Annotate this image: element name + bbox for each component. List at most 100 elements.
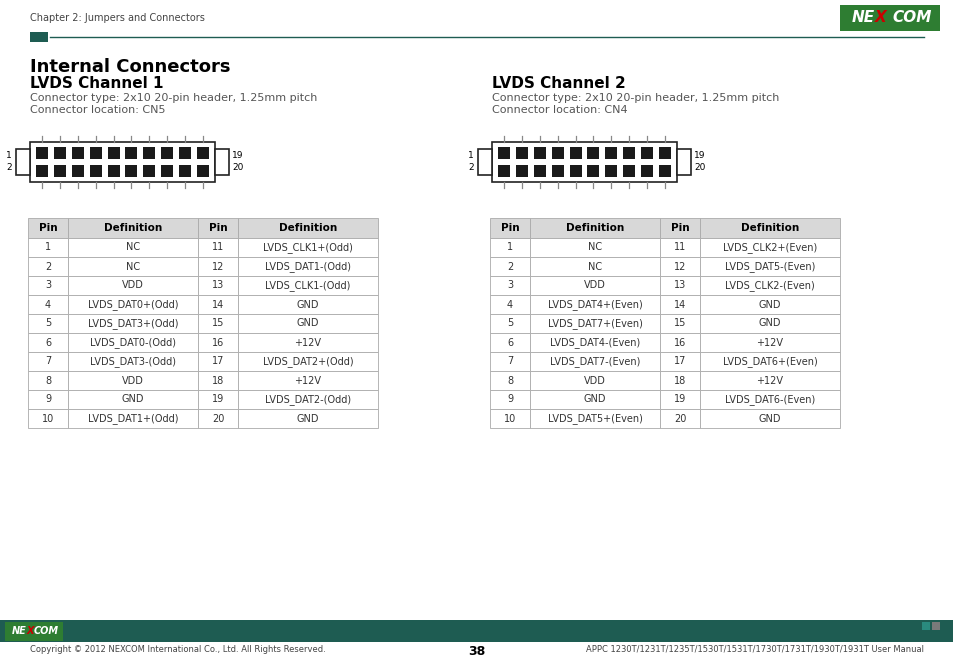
Text: Pin: Pin bbox=[209, 223, 227, 233]
Text: 9: 9 bbox=[506, 394, 513, 405]
Bar bbox=[659, 371, 700, 390]
Bar bbox=[530, 390, 659, 409]
Bar bbox=[28, 314, 68, 333]
Text: 12: 12 bbox=[212, 261, 224, 271]
Bar bbox=[490, 276, 530, 295]
Bar bbox=[28, 276, 68, 295]
Bar bbox=[90, 165, 102, 177]
Bar bbox=[659, 276, 700, 295]
Bar bbox=[921, 622, 929, 630]
Text: GND: GND bbox=[296, 319, 319, 329]
Bar bbox=[28, 218, 68, 238]
Text: 7: 7 bbox=[45, 357, 51, 366]
Text: VDD: VDD bbox=[583, 376, 605, 386]
Text: 38: 38 bbox=[468, 645, 485, 658]
Text: +12V: +12V bbox=[294, 337, 321, 347]
Text: Definition: Definition bbox=[104, 223, 162, 233]
Text: Internal Connectors: Internal Connectors bbox=[30, 58, 231, 76]
Bar bbox=[198, 295, 237, 314]
Bar bbox=[530, 409, 659, 428]
Text: 5: 5 bbox=[506, 319, 513, 329]
Text: Pin: Pin bbox=[500, 223, 518, 233]
Text: NE: NE bbox=[12, 626, 27, 636]
Bar bbox=[659, 218, 700, 238]
Bar bbox=[569, 165, 581, 177]
Bar bbox=[622, 165, 635, 177]
Bar bbox=[605, 147, 617, 159]
Text: APPC 1230T/1231T/1235T/1530T/1531T/1730T/1731T/1930T/1931T User Manual: APPC 1230T/1231T/1235T/1530T/1531T/1730T… bbox=[585, 645, 923, 654]
Text: 14: 14 bbox=[673, 300, 685, 310]
Text: 20: 20 bbox=[232, 163, 243, 173]
Text: LVDS_DAT5+(Even): LVDS_DAT5+(Even) bbox=[547, 413, 641, 424]
Bar bbox=[68, 371, 198, 390]
Bar bbox=[36, 165, 48, 177]
Text: GND: GND bbox=[758, 300, 781, 310]
Text: 2: 2 bbox=[506, 261, 513, 271]
Text: VDD: VDD bbox=[122, 376, 144, 386]
Bar bbox=[237, 314, 377, 333]
Text: Chapter 2: Jumpers and Connectors: Chapter 2: Jumpers and Connectors bbox=[30, 13, 205, 23]
Text: 17: 17 bbox=[212, 357, 224, 366]
Text: NC: NC bbox=[587, 243, 601, 253]
Bar bbox=[569, 147, 581, 159]
Text: 15: 15 bbox=[212, 319, 224, 329]
Text: 1: 1 bbox=[468, 151, 474, 161]
Bar bbox=[237, 352, 377, 371]
Bar bbox=[28, 390, 68, 409]
Text: Connector type: 2x10 20-pin header, 1.25mm pitch: Connector type: 2x10 20-pin header, 1.25… bbox=[492, 93, 779, 103]
Bar bbox=[677, 149, 690, 175]
Text: Copyright © 2012 NEXCOM International Co., Ltd. All Rights Reserved.: Copyright © 2012 NEXCOM International Co… bbox=[30, 645, 325, 654]
Text: LVDS_DAT4+(Even): LVDS_DAT4+(Even) bbox=[547, 299, 641, 310]
Bar bbox=[68, 352, 198, 371]
Bar bbox=[5, 622, 63, 641]
Bar bbox=[68, 409, 198, 428]
Bar bbox=[587, 165, 598, 177]
Bar bbox=[530, 295, 659, 314]
Bar bbox=[490, 314, 530, 333]
Text: 11: 11 bbox=[673, 243, 685, 253]
Bar bbox=[530, 238, 659, 257]
Bar bbox=[71, 165, 84, 177]
Text: +12V: +12V bbox=[756, 337, 782, 347]
Text: LVDS_CLK1-(Odd): LVDS_CLK1-(Odd) bbox=[265, 280, 351, 291]
Text: 8: 8 bbox=[45, 376, 51, 386]
Bar bbox=[28, 352, 68, 371]
Text: Definition: Definition bbox=[278, 223, 336, 233]
Bar bbox=[237, 257, 377, 276]
Text: 16: 16 bbox=[673, 337, 685, 347]
Text: 13: 13 bbox=[212, 280, 224, 290]
Bar bbox=[237, 333, 377, 352]
Bar bbox=[30, 32, 48, 42]
Text: Connector location: CN4: Connector location: CN4 bbox=[492, 105, 627, 115]
Bar bbox=[700, 218, 840, 238]
Bar bbox=[237, 238, 377, 257]
Bar bbox=[237, 390, 377, 409]
Text: 17: 17 bbox=[673, 357, 685, 366]
Bar bbox=[30, 142, 214, 182]
Text: COM: COM bbox=[891, 9, 930, 24]
Text: LVDS_DAT4-(Even): LVDS_DAT4-(Even) bbox=[549, 337, 639, 348]
Bar bbox=[587, 147, 598, 159]
Bar bbox=[490, 333, 530, 352]
Bar bbox=[237, 409, 377, 428]
Bar bbox=[198, 409, 237, 428]
Text: 19: 19 bbox=[673, 394, 685, 405]
Bar bbox=[71, 147, 84, 159]
Bar bbox=[700, 257, 840, 276]
Text: LVDS_DAT7+(Even): LVDS_DAT7+(Even) bbox=[547, 318, 641, 329]
Bar bbox=[700, 238, 840, 257]
Bar bbox=[143, 165, 155, 177]
Bar bbox=[196, 147, 209, 159]
Bar bbox=[0, 620, 953, 642]
Bar bbox=[659, 257, 700, 276]
Bar bbox=[198, 371, 237, 390]
Bar bbox=[237, 276, 377, 295]
Bar bbox=[179, 165, 191, 177]
Bar bbox=[497, 165, 510, 177]
Bar bbox=[198, 352, 237, 371]
Text: 4: 4 bbox=[506, 300, 513, 310]
Text: LVDS_DAT6-(Even): LVDS_DAT6-(Even) bbox=[724, 394, 814, 405]
Bar bbox=[530, 257, 659, 276]
Bar bbox=[214, 149, 229, 175]
Text: 10: 10 bbox=[42, 413, 54, 423]
